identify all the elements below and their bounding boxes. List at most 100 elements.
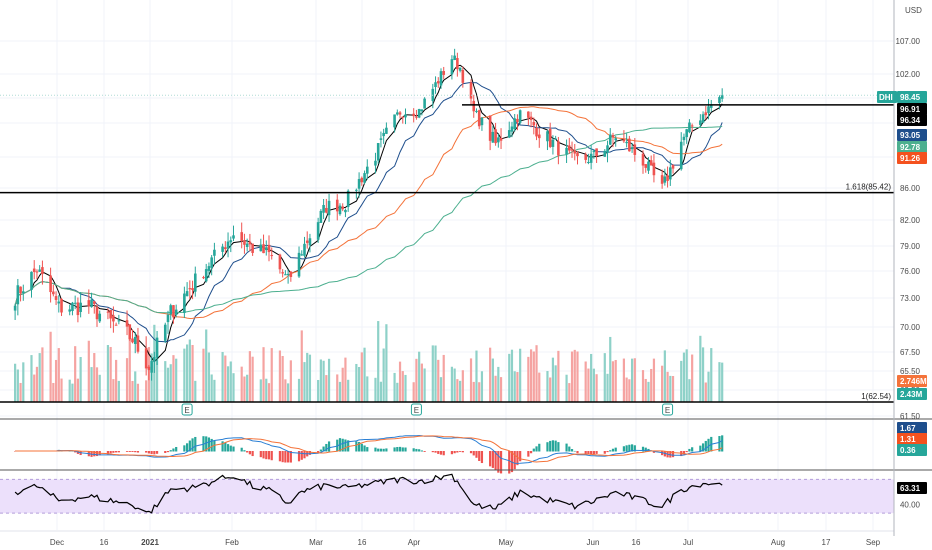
macd-histogram-bar [169, 450, 172, 452]
horizontal-levels[interactable]: 1.618(85.42) 1(62.54) [0, 94, 894, 403]
volume-bar [680, 360, 683, 402]
time-tick-label: Feb [225, 538, 239, 547]
candle-body [630, 147, 634, 150]
macd-histogram-bar [699, 445, 702, 452]
candle-body [188, 288, 192, 290]
volume-bar [90, 367, 93, 402]
candle-body [497, 137, 500, 143]
candle-body [226, 241, 230, 249]
time-tick-label: Mar [309, 538, 323, 547]
macd-histogram-bar [603, 451, 606, 454]
volume-bar [442, 354, 445, 402]
candle-body [611, 135, 615, 138]
volume-bar [22, 362, 25, 402]
macd-histogram-bar [221, 441, 224, 452]
price-tick-label: 61.50 [900, 412, 921, 421]
macd-histogram-bar [366, 447, 369, 452]
volume-bar [317, 379, 320, 402]
macd-histogram-bar [267, 451, 271, 460]
macd-histogram-bar [125, 451, 129, 452]
candle-body [589, 153, 593, 163]
macd-histogram-bar [565, 443, 568, 452]
candle-body [584, 154, 587, 160]
price-tick-label: 67.50 [900, 348, 921, 357]
candle-body [379, 138, 383, 140]
volume-bar [366, 376, 369, 402]
macd-histogram-bar [475, 451, 478, 458]
volume-bar [344, 357, 347, 402]
macd-histogram-bar [341, 438, 344, 452]
macd-histogram-bar [622, 446, 625, 452]
candle-body [166, 314, 170, 323]
macd-histogram-bar [453, 451, 456, 454]
candle-body [633, 144, 637, 155]
volume-bar [489, 347, 492, 402]
volume-bar [478, 382, 481, 402]
candle-body [316, 222, 320, 240]
macd-histogram-bar [592, 451, 595, 455]
fib-1-label: 1(62.54) [861, 392, 891, 401]
candle-body [518, 110, 522, 123]
candle-body [297, 252, 301, 277]
macd-histogram-bar [625, 445, 628, 452]
volume-bar [191, 344, 194, 402]
price-tick-label: 86.00 [900, 184, 921, 193]
currency-label[interactable]: USD [905, 6, 922, 15]
candle-body [707, 106, 710, 113]
candle-body [491, 131, 495, 143]
candle-body [240, 232, 243, 242]
macd-histogram-bar [325, 443, 328, 452]
candle-body [507, 130, 511, 138]
candle-body [628, 138, 631, 152]
volume-bar [412, 382, 415, 402]
macd-histogram-bar [172, 448, 175, 452]
volume-bar [60, 378, 63, 402]
candle-body [494, 129, 497, 144]
volume-bar [363, 347, 366, 402]
candle-body [393, 114, 396, 128]
candle-body [284, 274, 287, 276]
volume-bar [396, 382, 399, 402]
volume-bar [188, 339, 191, 402]
macd-histogram-bar [164, 451, 167, 454]
macd-histogram-bar [546, 442, 549, 452]
macd-histogram-bar [265, 451, 268, 460]
candle-body [303, 243, 306, 256]
volume-bar [628, 379, 631, 402]
macd-histogram-bar [246, 451, 249, 453]
volume-tag: 2.746M [900, 377, 927, 386]
candle-body [325, 207, 328, 213]
macd-tag-box [897, 444, 927, 456]
candle-body [516, 118, 519, 122]
candle-body [699, 120, 702, 125]
macd-histogram-bar [450, 451, 454, 455]
candle-body [417, 109, 421, 118]
candle-body [357, 179, 361, 189]
macd-histogram-bar [145, 451, 148, 453]
volume-bar [76, 378, 79, 402]
candle-body [641, 153, 645, 166]
volume-bar [319, 359, 322, 402]
volume-bar [183, 348, 186, 402]
volume-bar [213, 379, 216, 402]
candle-body [38, 269, 41, 272]
volume-bar [704, 382, 707, 402]
pane-dividers[interactable] [0, 418, 932, 532]
volume-bar [98, 374, 101, 402]
volume-bar [357, 367, 361, 402]
candle-body [685, 129, 688, 138]
earnings-marker [410, 403, 422, 416]
macd-histogram-bar [297, 451, 301, 462]
candles[interactable] [13, 48, 724, 381]
volume-bar [336, 374, 339, 402]
volume-bar [401, 371, 404, 402]
time-axis[interactable]: Dec 16 2021 Feb Mar 16 Apr May Jun 16 Jul Aug 17 Sep [50, 538, 881, 547]
macd-histogram-bar [434, 451, 437, 453]
volume-bar [221, 351, 224, 402]
candle-body [382, 132, 385, 137]
volume-bar [699, 335, 702, 402]
volume-bar [418, 351, 421, 402]
volume-bar [510, 349, 514, 402]
